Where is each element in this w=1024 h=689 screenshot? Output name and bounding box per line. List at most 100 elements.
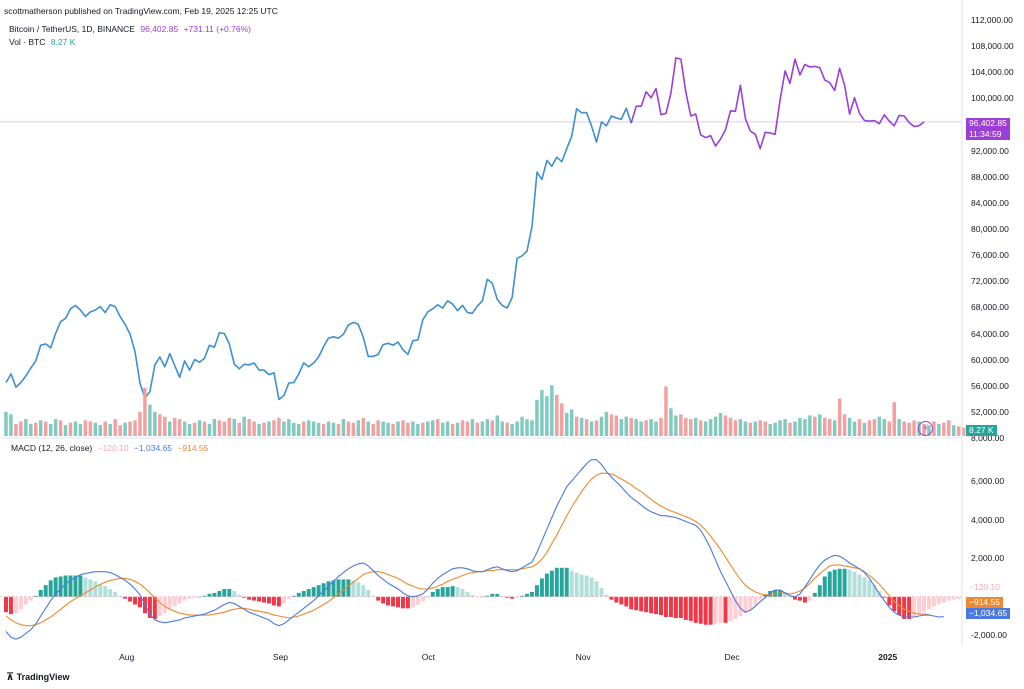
macd-histogram-bar — [455, 587, 460, 597]
price-axis-tick: 64,000.00 — [971, 328, 1009, 339]
lightning-icon[interactable]: ⚡ — [918, 421, 933, 436]
macd-histogram-bar — [520, 595, 525, 597]
macd-histogram-bar — [882, 596, 887, 598]
macd-axis-tick: -2,000.00 — [971, 630, 1007, 641]
volume-bar — [465, 421, 470, 436]
macd-histogram-bar — [93, 581, 98, 597]
volume-bar — [818, 414, 822, 436]
macd-histogram-bar — [172, 596, 177, 607]
price-line-purple — [630, 57, 925, 150]
macd-axis-tick: 2,000.00 — [971, 553, 1005, 564]
macd-histogram-bar — [147, 596, 152, 618]
volume-bar — [480, 421, 485, 436]
volume-bar — [287, 419, 291, 436]
macd-histogram-bar — [649, 596, 654, 614]
time-axis-tick: Oct — [421, 652, 436, 662]
macd-histogram-bar — [639, 596, 644, 612]
volume-bar — [202, 421, 207, 436]
macd-label[interactable]: MACD (12, 26, close) — [11, 443, 93, 453]
macd-histogram-bar — [123, 596, 128, 599]
macd-histogram-bar — [336, 579, 341, 597]
macd-histogram-bar — [326, 581, 331, 597]
macd-histogram-bar — [688, 596, 693, 621]
macd-histogram-bar — [847, 569, 852, 597]
volume-bar — [242, 416, 246, 436]
macd-histogram-bar — [8, 596, 13, 615]
volume-bar — [649, 419, 653, 436]
price-axis-tick: 8,000.00 — [971, 433, 1005, 443]
volume-bar — [842, 414, 847, 436]
volume-bar — [331, 422, 336, 436]
macd-histogram-bar — [599, 588, 604, 597]
volume-bar — [73, 421, 78, 436]
macd-histogram-bar — [182, 596, 187, 601]
macd-histogram-bar — [907, 596, 912, 619]
macd-histogram-bar — [43, 585, 48, 597]
macd-histogram-bar — [400, 596, 405, 609]
volume-bar — [93, 422, 98, 436]
volume-bar — [182, 421, 187, 436]
volume-bar — [475, 422, 480, 436]
macd-histogram-bar — [678, 596, 683, 618]
volume-bar — [659, 417, 663, 436]
volume-bar — [713, 416, 718, 436]
time-axis-tick: Aug — [119, 652, 135, 662]
volume-bar — [455, 422, 460, 436]
volume-bar — [947, 420, 951, 436]
volume-bar — [961, 427, 966, 436]
volume-bar — [956, 426, 961, 436]
macd-histogram-bar — [450, 586, 455, 597]
volume-bar — [942, 422, 946, 436]
macd-histogram-bar — [192, 596, 197, 598]
volume-bar — [698, 420, 703, 436]
volume-bar — [728, 417, 733, 436]
price-tag-value: 96,402.85 — [969, 118, 1007, 128]
macd-axis-tick: 4,000.00 — [971, 514, 1005, 525]
volume-bar — [351, 422, 356, 436]
macd-histogram-bar — [445, 587, 450, 597]
macd-histogram-bar — [430, 591, 435, 597]
volume-bar — [227, 417, 232, 436]
time-axis-tick: Dec — [724, 652, 740, 662]
macd-histogram-bar — [281, 596, 286, 604]
volume-bar — [723, 415, 728, 436]
macd-histogram-bar — [128, 596, 133, 602]
macd-histogram-bar — [386, 596, 391, 606]
macd-histogram-bar — [321, 583, 326, 597]
volume-bar — [24, 419, 28, 436]
symbol-name[interactable]: Bitcoin / TetherUS, 1D, BINANCE — [9, 24, 135, 34]
macd-histogram-bar — [157, 596, 162, 617]
macd-histogram-bar — [271, 596, 276, 606]
tradingview-logo[interactable]: ⊼ TradingView — [6, 672, 70, 683]
macd-histogram-bar — [425, 596, 430, 598]
volume-bar — [98, 425, 103, 436]
macd-histogram-bar — [232, 590, 237, 597]
macd-histogram-bar — [78, 575, 83, 597]
volume-bar — [520, 416, 524, 436]
volume-bar — [847, 417, 852, 436]
volume-bar — [192, 422, 197, 436]
volume-bar — [83, 420, 88, 436]
volume-bar — [316, 422, 321, 436]
volume-bar — [168, 421, 172, 436]
volume-bar — [133, 420, 137, 436]
volume-bar — [932, 421, 936, 436]
price-axis-tick: 60,000.00 — [971, 354, 1009, 365]
macd-histogram-bar — [242, 596, 247, 598]
macd-histogram-bar — [490, 593, 495, 597]
volume-label[interactable]: Vol · BTC — [9, 37, 46, 47]
volume-bar — [827, 419, 832, 436]
macd-histogram-bar — [936, 596, 941, 605]
macd-histogram-bar — [197, 596, 202, 598]
macd-histogram-bar — [217, 590, 222, 597]
volume-bar — [336, 423, 341, 436]
volume-bars-group — [4, 385, 976, 436]
volume-bar — [321, 423, 326, 436]
volume-bar — [222, 421, 227, 436]
macd-histogram-bar — [589, 577, 594, 597]
macd-histogram-bar — [495, 593, 500, 597]
macd-histogram-bar — [832, 569, 837, 597]
volume-bar — [237, 422, 241, 436]
volume-bar — [103, 421, 107, 436]
